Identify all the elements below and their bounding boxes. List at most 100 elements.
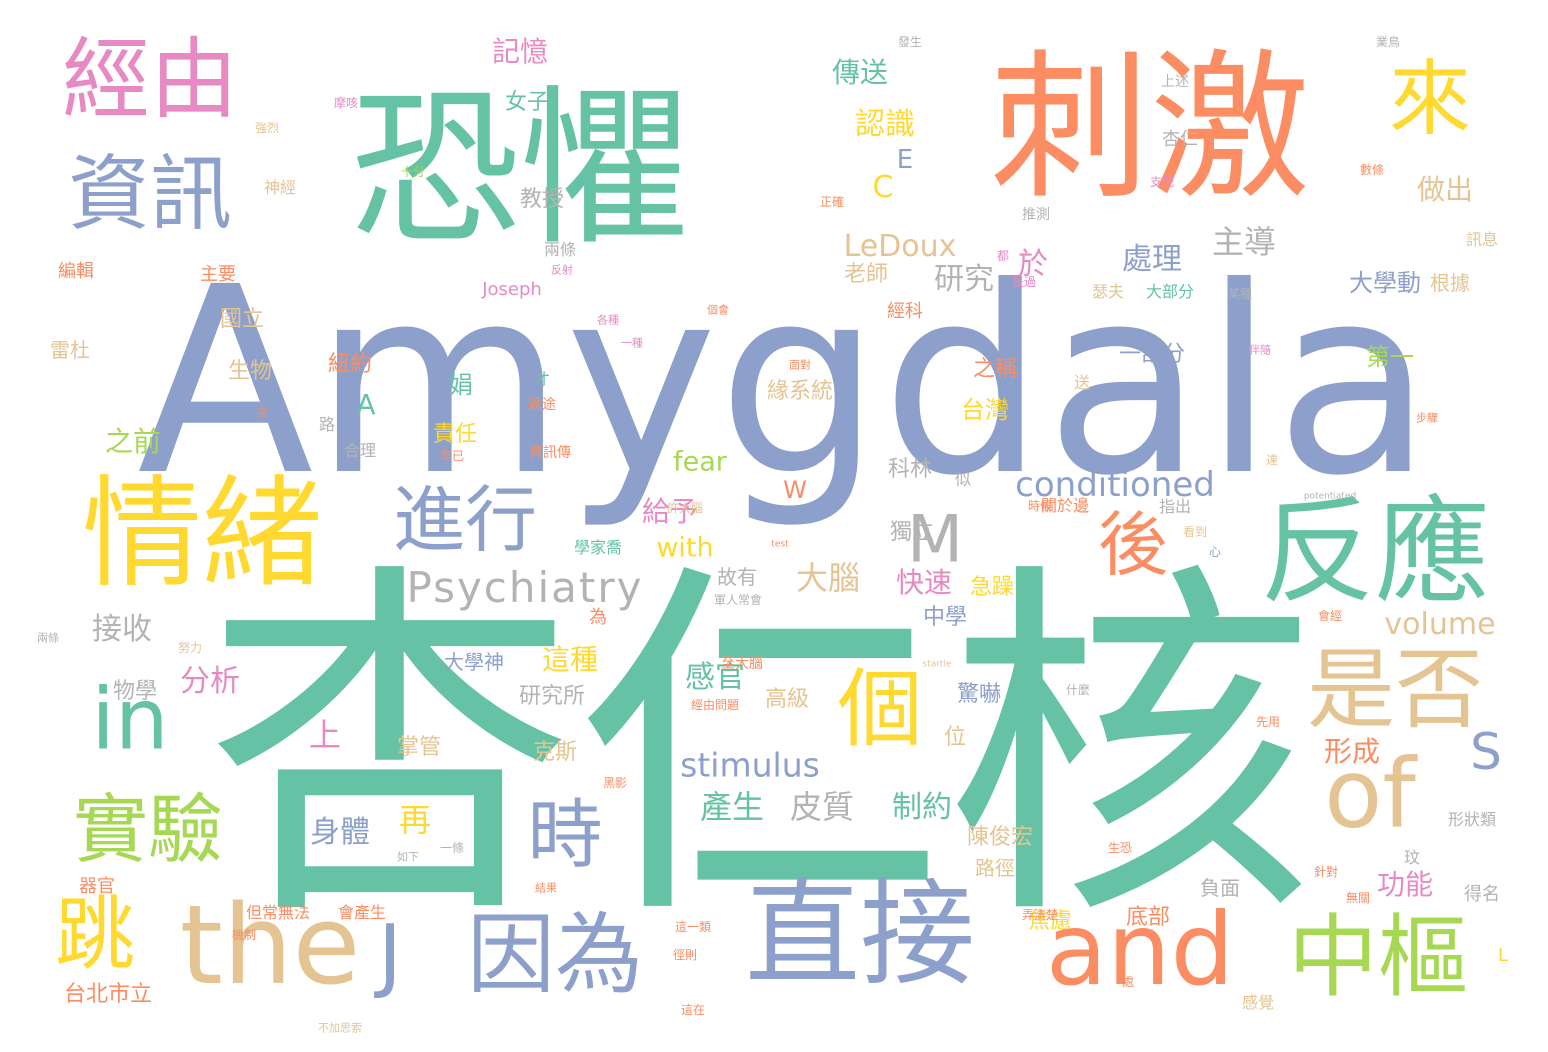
word: the [179,881,361,1009]
word: 之前 [104,425,162,458]
word: J [378,908,402,1001]
word: 各種 [597,313,619,327]
word: 某種 [1227,287,1253,301]
word: 分析 [180,664,240,699]
word: 經科 [887,301,923,322]
word: 生物 [227,359,273,384]
word: 兩條 [37,631,59,645]
word: 資訊傳 [529,445,571,461]
word: 先用 [1255,715,1281,729]
word: 徑則 [672,948,698,962]
word: 國立 [219,307,265,332]
word: 如下 [397,850,419,864]
word: 研究 [934,262,994,297]
word: 強烈 [254,121,280,135]
word: 情緒 [82,465,322,604]
word: 合理 [343,441,377,460]
word: 來 [1388,52,1472,147]
word: 故有 [717,565,757,589]
word: 面對 [789,358,811,372]
word: 台灣 [961,396,1009,424]
word: 機制 [231,928,257,942]
word: 數條 [1359,163,1385,177]
word: 底部 [1125,905,1171,930]
word: volume [1384,607,1496,642]
word: 關於邊 [1040,496,1090,515]
word: 兩條 [543,240,577,259]
word: 一種 [621,336,643,350]
word: 都 [996,249,1010,263]
word: 感覺 [1241,993,1275,1012]
word: 杏仁核 [205,535,1315,965]
word: 路徑 [975,856,1015,880]
word: 器官 [79,876,115,897]
word: 伴隨 [1249,343,1271,357]
word: 時 [527,790,603,879]
word: C [872,170,894,205]
word: E [896,145,914,175]
word: startle [922,659,952,670]
word: 老師 [843,262,889,287]
word: 大學動 [1349,269,1421,297]
word: 主要 [200,264,236,285]
word: 責任 [432,422,478,447]
word: 台北市立 [63,982,153,1007]
word: 做出 [1416,173,1474,206]
word: 但常無法 [245,903,311,922]
word: 刺激 [989,34,1311,221]
word: of [1324,739,1416,850]
word: 弄清楚 [1021,908,1059,922]
word: 心 [1208,545,1222,559]
word: 制約 [892,790,952,825]
word: 反射 [551,263,573,277]
word: 上 [308,716,342,754]
word: 得名 [1464,884,1500,905]
word: 訊息 [1465,230,1499,249]
word: 因為 [466,903,644,1006]
word: 突 [256,406,268,420]
word: 緣系統 [766,379,834,404]
word: 形狀類 [1447,810,1497,829]
word: 反應 [1259,485,1491,620]
word: 經由 [61,28,239,131]
word: 瑟夫 [1091,282,1125,301]
word: 直接 [744,867,976,1002]
word: fear [673,446,727,478]
word: in [91,670,169,770]
word: 身體 [310,815,370,850]
word: 陳俊宏 [966,825,1034,850]
word: 根據 [1430,271,1470,295]
word: 資訊 [67,147,233,242]
word: 杏仁 [1162,129,1198,150]
word: 至大腦 [721,656,763,672]
word: 正確 [819,195,845,209]
word: A [356,388,376,421]
word: test [771,539,789,550]
word: 後 [1098,504,1168,586]
word: 才 [533,370,551,389]
word: 再 [398,801,432,839]
word: 早已 [439,449,465,463]
word: 負面 [1200,876,1240,900]
word: 傳送 [831,56,889,89]
word: conditioned [1015,465,1215,505]
word: 功能 [1376,868,1434,901]
word: 高級 [764,687,810,712]
word: 指出 [1158,497,1192,516]
word: 上述 [1161,74,1189,90]
word: 玟 [1403,848,1421,867]
word: 大學神 [444,650,504,674]
word: 認識 [855,107,915,142]
word: 遞途 [528,397,556,413]
word: 進行 [392,478,538,562]
word: 處 [1121,975,1135,989]
word: 第一 [1366,343,1414,371]
word: 個會 [707,303,729,317]
word: Joseph [482,279,542,300]
word: 達 [1265,453,1279,467]
word: M [906,502,964,578]
word: 不加思索 [318,1021,362,1035]
word: Amygdala [137,232,1433,532]
word: 一部分 [1118,342,1186,367]
